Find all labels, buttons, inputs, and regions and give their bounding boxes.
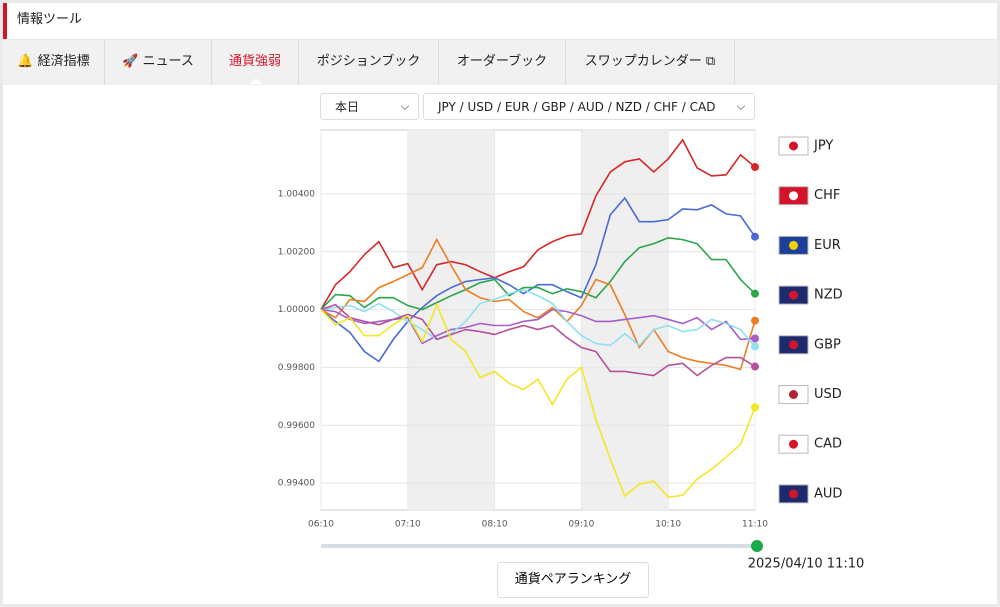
legend-label: USD <box>814 387 842 402</box>
tab-pointer <box>250 78 262 84</box>
tab[interactable]: スワップカレンダー ⧉ <box>566 40 735 85</box>
end-dot <box>751 334 759 343</box>
slider-handle[interactable] <box>751 540 763 552</box>
tab[interactable]: 通貨強弱 <box>212 40 299 85</box>
x-tick-label: 09:10 <box>568 520 594 530</box>
button-label: 通貨ペアランキング <box>514 572 632 587</box>
legend-label: JPY <box>813 139 833 154</box>
tab-label: ポジションブック <box>316 54 421 69</box>
tab-label: 経済指標 <box>37 54 90 69</box>
end-dot <box>751 163 759 172</box>
tab[interactable]: 🚀 ニュース <box>105 40 212 85</box>
series-line <box>320 237 756 311</box>
y-tick-label: 0.99600 <box>278 421 315 431</box>
tab[interactable]: ポジションブック <box>299 40 439 85</box>
x-tick-label: 11:10 <box>742 520 768 530</box>
tab-label: スワップカレンダー <box>584 54 702 69</box>
slider-label: 2025/04/10 11:10 <box>748 557 865 572</box>
plot: 0.99400 0.99600 0.99800 1.00000 1.00200 1.004… <box>278 129 768 530</box>
legend-label: NZD <box>814 288 843 303</box>
series-line <box>320 303 756 377</box>
x-tick-label: 07:10 <box>395 520 421 530</box>
tab-label: オーダーブック <box>456 54 548 69</box>
legend-label: AUD <box>814 486 842 501</box>
series-line <box>320 302 756 499</box>
select-value: 本日 <box>335 100 360 114</box>
legend-label: EUR <box>814 238 841 253</box>
legend-flag-mark <box>789 340 798 350</box>
end-dot <box>751 232 759 241</box>
series-line <box>320 288 756 348</box>
end-dot <box>751 289 759 298</box>
legend-flag-mark <box>789 439 798 449</box>
tab-label: 通貨強弱 <box>228 54 281 69</box>
tab-label: ニュース <box>142 54 194 69</box>
x-tick-label: 10:10 <box>655 520 681 530</box>
select-value: JPY / USD / EUR / GBP / AUD / NZD / CHF … <box>438 100 716 114</box>
shade-band <box>407 130 495 510</box>
y-tick-label: 1.00400 <box>278 189 315 199</box>
series-line <box>320 138 756 310</box>
period-select[interactable]: 本日 <box>320 93 419 120</box>
legend-label: CAD <box>814 437 842 452</box>
legend-flag-mark <box>789 390 798 399</box>
legend-flag-mark <box>789 141 798 151</box>
tab-bar: 🔔 経済指標 🚀 ニュース 通貨強弱 ポジションブック オーダーブック スワップ… <box>3 40 997 85</box>
end-dot <box>751 316 759 325</box>
header-title: 情報ツール <box>3 3 997 39</box>
y-tick-label: 1.00000 <box>278 305 315 315</box>
x-tick-label: 06:10 <box>308 520 334 530</box>
x-tick-label: 08:10 <box>482 520 508 530</box>
legend-label: CHF <box>814 188 840 203</box>
legend-flag-mark <box>789 290 798 300</box>
end-dot <box>751 403 759 412</box>
currency-select[interactable]: JPY / USD / EUR / GBP / AUD / NZD / CHF … <box>423 93 755 120</box>
series-line <box>320 196 756 363</box>
tab[interactable]: 🔔 経済指標 <box>3 40 105 85</box>
y-tick-label: 0.99400 <box>278 479 315 489</box>
y-tick-label: 1.00200 <box>278 247 315 257</box>
end-dot <box>751 362 759 371</box>
legend-label: GBP <box>814 337 841 352</box>
tab[interactable]: オーダーブック <box>439 40 566 85</box>
legend-flag-mark <box>789 191 798 201</box>
y-tick-label: 0.99800 <box>278 363 315 373</box>
end-dot <box>751 342 759 351</box>
legend-flag-mark <box>789 240 798 250</box>
ranking-button[interactable]: 通貨ペアランキング <box>497 562 649 598</box>
legend-flag-mark <box>789 489 798 499</box>
series-line <box>320 237 756 371</box>
